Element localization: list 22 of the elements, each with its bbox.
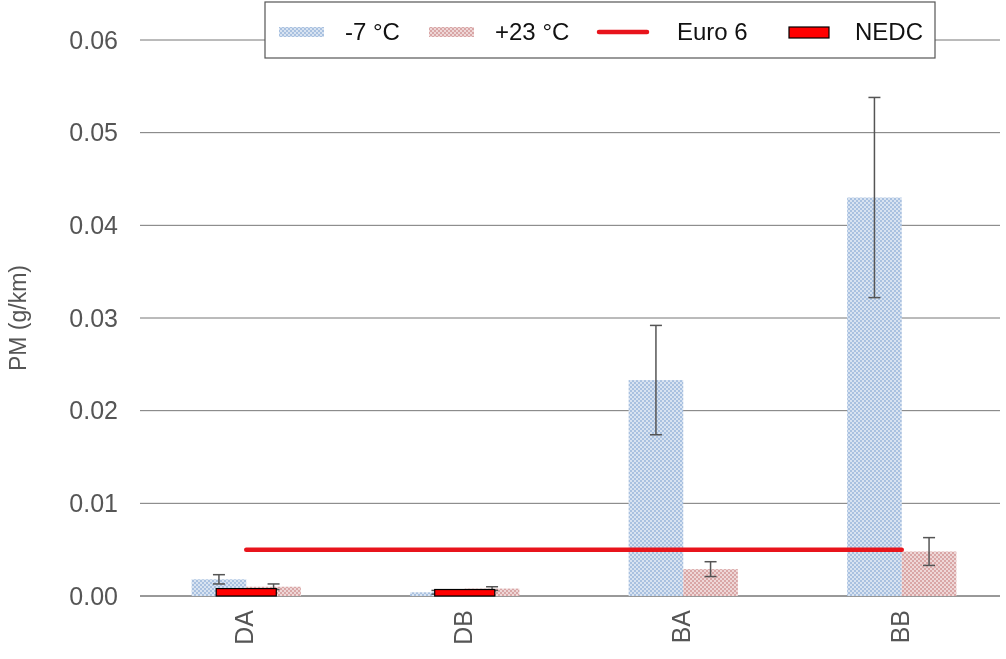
legend-label: +23 °C [495,18,570,46]
bar [434,588,496,597]
y-tick-label: 0.00 [69,581,118,610]
x-tick-label: BA [667,609,695,644]
bar [215,587,277,597]
bar [628,380,684,596]
y-tick-label: 0.01 [69,489,118,518]
x-tick-label: DB [448,610,477,645]
legend-label: Euro 6 [677,18,748,46]
y-tick-label: 0.03 [69,303,118,332]
y-tick-label: 0.05 [69,118,118,147]
y-tick-label: 0.02 [69,396,118,425]
x-tick-label: DA [230,609,258,645]
y-axis-title: PM (g/km) [5,264,31,372]
legend-label: -7 °C [345,18,400,46]
x-tick-label: BB [885,610,914,644]
legend-label: NEDC [855,18,924,46]
bar [847,197,902,596]
y-tick-label: 0.04 [69,211,119,240]
bar [901,551,957,596]
bar [683,569,738,596]
y-tick-label: 0.06 [69,25,118,54]
